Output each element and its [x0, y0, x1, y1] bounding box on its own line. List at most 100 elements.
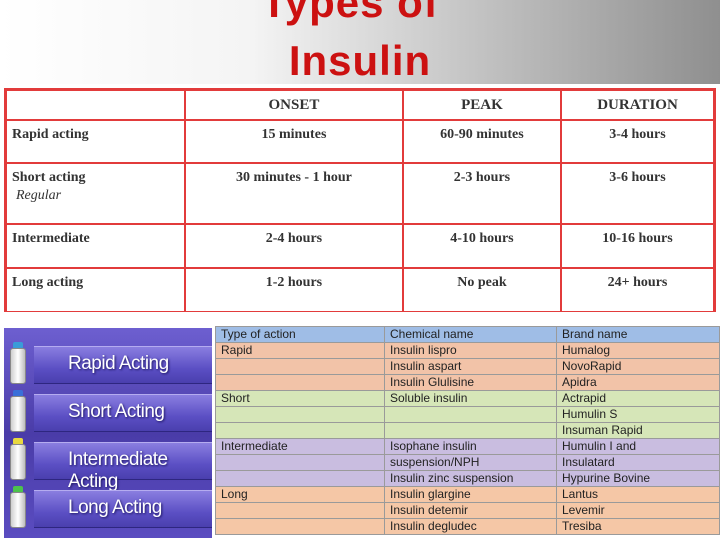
- vial-icon: [10, 348, 26, 384]
- chemical-name-cell: Insulin degludec: [384, 518, 557, 535]
- type-of-action-cell: [215, 502, 385, 519]
- table-row: Rapid Insulin lispro Humalog: [215, 342, 720, 359]
- brand-name-cell: Lantus: [556, 486, 720, 503]
- chemical-name-cell: Isophane insulin: [384, 438, 557, 455]
- duration-cell: 10-16 hours: [560, 223, 716, 269]
- vial-cap-icon: [13, 438, 23, 445]
- chemical-name-cell: suspension/NPH: [384, 454, 557, 471]
- onset-cell: 15 minutes: [184, 119, 404, 164]
- vial-cap-icon: [13, 486, 23, 493]
- row-label: Rapid acting: [12, 127, 89, 142]
- type-of-action-cell: Long: [215, 486, 385, 503]
- brand-name-cell: Apidra: [556, 374, 720, 391]
- vial-icon: [10, 444, 26, 480]
- peak-cell: No peak: [401, 267, 563, 313]
- row-label-cell: Rapid acting: [4, 119, 186, 164]
- header-cell-onset: ONSET: [184, 88, 404, 121]
- chemical-name-cell: [384, 406, 557, 423]
- vial-icon: [10, 396, 26, 432]
- type-of-action-cell: [215, 374, 385, 391]
- brand-name-cell: NovoRapid: [556, 358, 720, 375]
- vial-label-long: Long Acting: [68, 497, 162, 518]
- vial-band-long: Long Acting: [34, 490, 212, 528]
- brand-name-cell: Insuman Rapid: [556, 422, 720, 439]
- chemical-name-cell: Insulin detemir: [384, 502, 557, 519]
- row-label: Short acting: [12, 170, 86, 185]
- table-row: Insulin Glulisine Apidra: [215, 374, 720, 391]
- duration-cell: 24+ hours: [560, 267, 716, 313]
- row-label-cell: Intermediate: [4, 223, 186, 269]
- table-row: Insuman Rapid: [215, 422, 720, 439]
- row-label: Long acting: [12, 275, 84, 290]
- brand-name-cell: Levemir: [556, 502, 720, 519]
- type-of-action-cell: Short: [215, 390, 385, 407]
- vial-label-short: Short Acting: [68, 401, 165, 422]
- type-of-action-cell: [215, 454, 385, 471]
- chemical-name-cell: Insulin glargine: [384, 486, 557, 503]
- chemical-name-cell: Insulin zinc suspension: [384, 470, 557, 487]
- table-row: Intermediate Isophane insulin Humulin I an…: [215, 438, 720, 455]
- chemical-name-cell: Soluble insulin: [384, 390, 557, 407]
- slide-title-line2: Insulin: [288, 37, 432, 84]
- header-cell-peak: PEAK: [401, 88, 563, 121]
- brand-name-cell: Actrapid: [556, 390, 720, 407]
- type-of-action-cell: [215, 406, 385, 423]
- brand-name-cell: Humalog: [556, 342, 720, 359]
- slide-title-line1: Types of: [261, 0, 439, 26]
- type-of-action-cell: Rapid: [215, 342, 385, 359]
- onset-peak-duration-panel: ONSET PEAK DURATION Rapid acting 15 minu…: [0, 84, 720, 314]
- type-of-action-cell: [215, 358, 385, 375]
- insulin-vials-image: Rapid Acting Short Acting Intermediate A…: [4, 328, 212, 538]
- row-sublabel: Regular: [16, 188, 62, 203]
- onset-cell: 1-2 hours: [184, 267, 404, 313]
- table-row: Short Soluble insulin Actrapid: [215, 390, 720, 407]
- vial-cap-icon: [13, 390, 23, 397]
- chemical-name-cell: Insulin lispro: [384, 342, 557, 359]
- brand-name-cell: Insulatard: [556, 454, 720, 471]
- table-row: Insulin aspart NovoRapid: [215, 358, 720, 375]
- vial-band-rapid: Rapid Acting: [34, 346, 212, 384]
- header-chemical-name: Chemical name: [384, 326, 557, 343]
- brand-name-cell: Hypurine Bovine: [556, 470, 720, 487]
- type-of-action-cell: [215, 518, 385, 535]
- table-row: suspension/NPH Insulatard: [215, 454, 720, 471]
- table-row: Humulin S: [215, 406, 720, 423]
- type-of-action-cell: Intermediate: [215, 438, 385, 455]
- onset-peak-duration-table: ONSET PEAK DURATION Rapid acting 15 minu…: [4, 88, 716, 314]
- onset-cell: 2-4 hours: [184, 223, 404, 269]
- table-row: Intermediate 2-4 hours 4-10 hours 10-16 …: [4, 223, 716, 269]
- brand-name-cell: Humulin S: [556, 406, 720, 423]
- vial-icon: [10, 492, 26, 528]
- table-row: Long Insulin glargine Lantus: [215, 486, 720, 503]
- table-row: Long acting 1-2 hours No peak 24+ hours: [4, 267, 716, 313]
- row-label: Intermediate: [12, 231, 90, 246]
- vial-label-rapid: Rapid Acting: [68, 353, 169, 374]
- table-row: Insulin degludec Tresiba: [215, 518, 720, 535]
- brand-name-cell: Tresiba: [556, 518, 720, 535]
- type-of-action-cell: [215, 470, 385, 487]
- type-of-action-cell: [215, 422, 385, 439]
- table-header-row: ONSET PEAK DURATION: [4, 88, 716, 121]
- chemical-name-cell: Insulin Glulisine: [384, 374, 557, 391]
- insulin-brand-table: Type of action Chemical name Brand name …: [215, 326, 720, 535]
- chemical-name-cell: [384, 422, 557, 439]
- vial-label-intermediate: Intermediate Acting: [68, 449, 168, 492]
- brand-section: Rapid Acting Short Acting Intermediate A…: [0, 312, 720, 540]
- peak-cell: 60-90 minutes: [401, 119, 563, 164]
- table-row: Rapid acting 15 minutes 60-90 minutes 3-…: [4, 119, 716, 164]
- vial-band-intermediate: Intermediate Acting: [34, 442, 212, 492]
- header-cell-blank: [4, 88, 186, 121]
- table-row: Insulin detemir Levemir: [215, 502, 720, 519]
- vial-cap-icon: [13, 342, 23, 349]
- header-type-of-action: Type of action: [215, 326, 385, 343]
- peak-cell: 4-10 hours: [401, 223, 563, 269]
- peak-cell: 2-3 hours: [401, 162, 563, 225]
- row-label-cell: Short acting Regular: [4, 162, 186, 225]
- row-label-cell: Long acting: [4, 267, 186, 313]
- table-row: Insulin zinc suspension Hypurine Bovine: [215, 470, 720, 487]
- header-cell-duration: DURATION: [560, 88, 716, 121]
- chemical-name-cell: Insulin aspart: [384, 358, 557, 375]
- onset-cell: 30 minutes - 1 hour: [184, 162, 404, 225]
- brand-table-header: Type of action Chemical name Brand name: [215, 326, 720, 343]
- vial-band-short: Short Acting: [34, 394, 212, 432]
